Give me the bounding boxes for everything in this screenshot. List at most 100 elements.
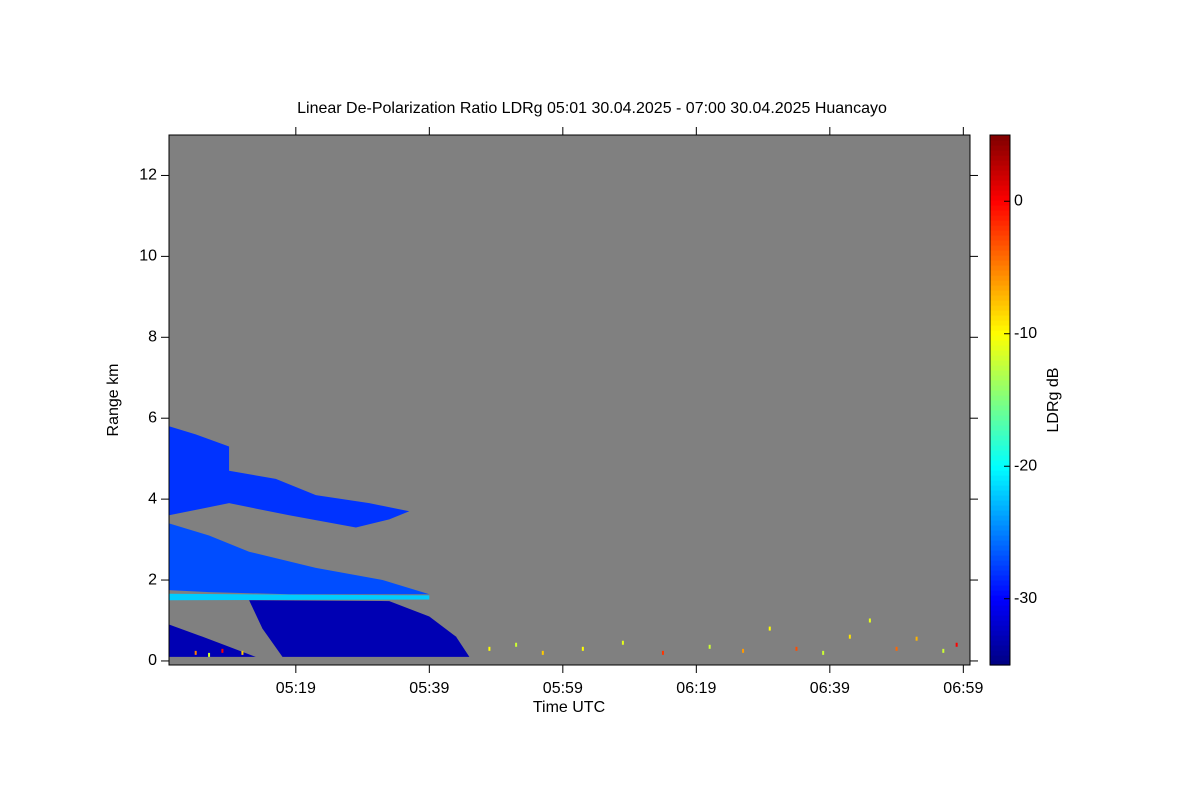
colorbar-cell — [990, 235, 1010, 241]
colorbar-cell — [990, 265, 1010, 271]
colorbar-cell — [990, 435, 1010, 441]
x-tick-label: 06:39 — [810, 680, 850, 697]
colorbar-cell — [990, 515, 1010, 521]
speckle — [895, 646, 898, 651]
colorbar-cell — [990, 410, 1010, 416]
colorbar-cell — [990, 315, 1010, 321]
speckle — [848, 634, 851, 639]
colorbar-cell — [990, 505, 1010, 511]
colorbar-cell — [990, 490, 1010, 496]
colorbar-cell — [990, 270, 1010, 276]
colorbar-cell — [990, 415, 1010, 421]
colorbar-cell — [990, 280, 1010, 286]
colorbar-cell — [990, 345, 1010, 351]
speckle — [515, 642, 518, 647]
colorbar-cell — [990, 595, 1010, 601]
speckle — [621, 640, 624, 645]
echo-region — [169, 426, 410, 528]
echo-region — [169, 523, 430, 595]
colorbar-cell — [990, 555, 1010, 561]
colorbar-cell — [990, 655, 1010, 661]
colorbar-cell — [990, 305, 1010, 311]
colorbar-cell — [990, 360, 1010, 366]
colorbar-cell — [990, 660, 1010, 666]
colorbar-cell — [990, 530, 1010, 536]
colorbar-cell — [990, 430, 1010, 436]
colorbar-cell — [990, 165, 1010, 171]
colorbar-cell — [990, 525, 1010, 531]
echo-region — [249, 600, 470, 657]
colorbar-cell — [990, 575, 1010, 581]
colorbar-cell — [990, 350, 1010, 356]
colorbar-cell — [990, 610, 1010, 616]
colorbar-cell — [990, 205, 1010, 211]
plot-frame — [168, 134, 971, 666]
colorbar-cell — [990, 445, 1010, 451]
colorbar-cell — [990, 510, 1010, 516]
colorbar-cell — [990, 210, 1010, 216]
colorbar-cell — [990, 190, 1010, 196]
colorbar-cell — [990, 385, 1010, 391]
speckle — [795, 646, 798, 651]
y-tick-label: 2 — [148, 571, 157, 588]
colorbar-cell — [990, 440, 1010, 446]
colorbar-cell — [990, 160, 1010, 166]
colorbar-cell — [990, 170, 1010, 176]
colorbar-cell — [990, 295, 1010, 301]
colorbar-cell — [990, 520, 1010, 526]
y-axis-label: Range km — [105, 364, 122, 437]
colorbar-cell — [990, 545, 1010, 551]
y-tick-label: 10 — [139, 248, 157, 265]
colorbar-cell — [990, 150, 1010, 156]
colorbar-cell — [990, 560, 1010, 566]
echo-region — [169, 593, 430, 601]
colorbar-cell — [990, 185, 1010, 191]
speckle — [194, 650, 197, 655]
colorbar-cell — [990, 635, 1010, 641]
colorbar-cell — [990, 245, 1010, 251]
colorbar-cell — [990, 630, 1010, 636]
echo-region — [169, 624, 256, 657]
chart-title: Linear De-Polarization Ratio LDRg 05:01 … — [297, 100, 887, 117]
colorbar-label: LDRg dB — [1045, 368, 1062, 433]
colorbar-cell — [990, 455, 1010, 461]
colorbar-cell — [990, 380, 1010, 386]
colorbar-cell — [990, 230, 1010, 236]
x-tick-label: 05:39 — [409, 680, 449, 697]
colorbar-cell — [990, 465, 1010, 471]
colorbar-cell — [990, 640, 1010, 646]
colorbar-cell — [990, 240, 1010, 246]
colorbar-cell — [990, 650, 1010, 656]
colorbar-cell — [990, 605, 1010, 611]
x-tick-label: 05:19 — [276, 680, 316, 697]
speckle — [955, 642, 958, 647]
speckle — [708, 644, 711, 649]
x-tick-label: 06:59 — [943, 680, 983, 697]
speckle — [915, 636, 918, 641]
colorbar-cell — [990, 225, 1010, 231]
colorbar-cell — [990, 285, 1010, 291]
colorbar-cell — [990, 335, 1010, 341]
colorbar-cell — [990, 405, 1010, 411]
colorbar-tick-label: 0 — [1014, 192, 1023, 209]
colorbar-cell — [990, 310, 1010, 316]
x-tick-label: 05:59 — [543, 680, 583, 697]
colorbar-cell — [990, 475, 1010, 481]
x-axis-label: Time UTC — [533, 699, 605, 716]
colorbar-cell — [990, 260, 1010, 266]
speckle — [208, 652, 211, 657]
colorbar-tick-label: -20 — [1014, 457, 1037, 474]
colorbar-cell — [990, 155, 1010, 161]
colorbar-cell — [990, 370, 1010, 376]
x-tick-label: 06:19 — [676, 680, 716, 697]
colorbar-cell — [990, 175, 1010, 181]
colorbar-cell — [990, 565, 1010, 571]
y-tick-label: 8 — [148, 329, 157, 346]
colorbar-cell — [990, 570, 1010, 576]
y-tick-label: 6 — [148, 409, 157, 426]
colorbar-cell — [990, 460, 1010, 466]
colorbar-cell — [990, 300, 1010, 306]
colorbar-cell — [990, 135, 1010, 141]
